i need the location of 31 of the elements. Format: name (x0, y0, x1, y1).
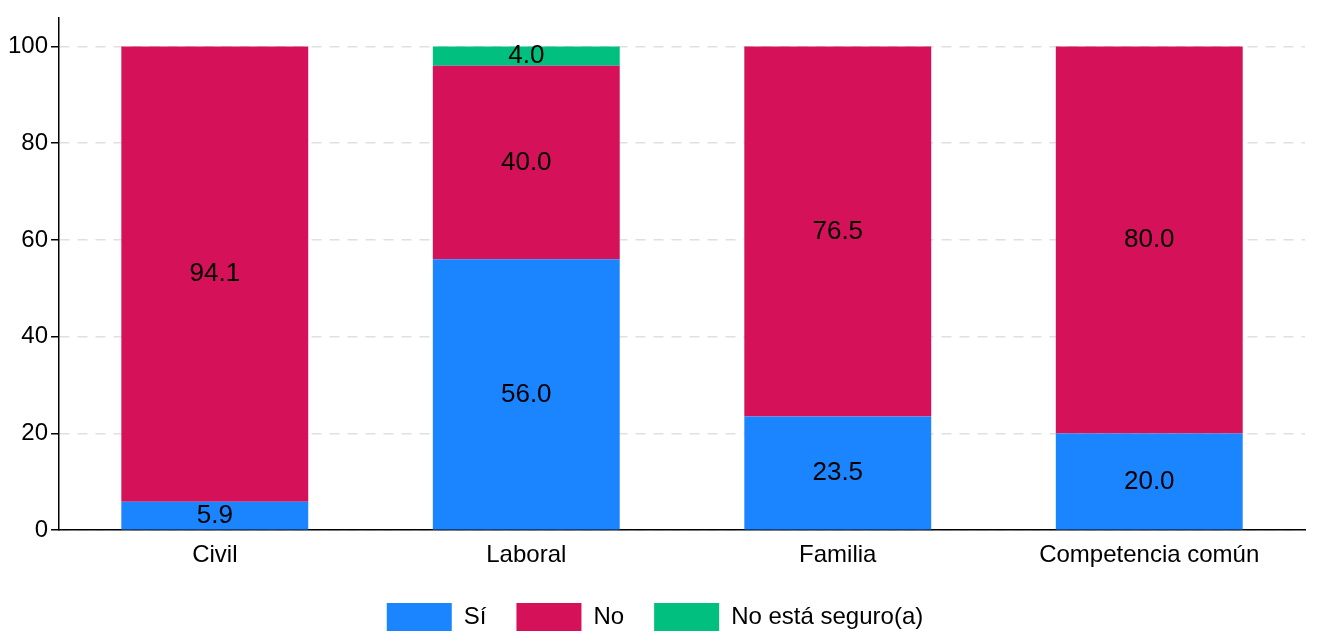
bar (744, 416, 932, 530)
x-tick-label: Civil (192, 540, 238, 568)
y-tick-label: 100 (8, 31, 49, 59)
data-label: 5.9 (196, 498, 233, 529)
data-label: 23.5 (812, 456, 864, 487)
bar (432, 65, 620, 260)
data-label: 56.0 (500, 377, 552, 408)
data-label: 80.0 (1123, 223, 1175, 254)
x-tick-label: Competencia común (1039, 540, 1260, 568)
bar (744, 46, 932, 417)
y-tick-label: 60 (21, 224, 49, 252)
bar (432, 46, 620, 66)
legend-label: Sí (463, 601, 487, 629)
x-tick-label: Familia (799, 540, 878, 568)
legend-label: No está seguro(a) (731, 601, 924, 629)
y-tick-label: 40 (21, 321, 49, 349)
x-tick-label: Laboral (486, 540, 567, 568)
y-tick-label: 80 (21, 127, 49, 155)
data-label: 40.0 (500, 145, 552, 176)
bar (432, 259, 620, 530)
y-tick-label: 20 (21, 418, 49, 446)
legend-label: No (593, 601, 625, 629)
bar (121, 46, 309, 502)
data-label: 4.0 (508, 39, 545, 70)
bar (121, 501, 309, 530)
data-label: 76.5 (812, 214, 864, 245)
bar (1055, 433, 1243, 530)
data-label: 94.1 (189, 257, 241, 288)
data-label: 20.0 (1123, 464, 1175, 495)
y-tick-label: 0 (34, 514, 49, 542)
bar (1055, 46, 1243, 434)
